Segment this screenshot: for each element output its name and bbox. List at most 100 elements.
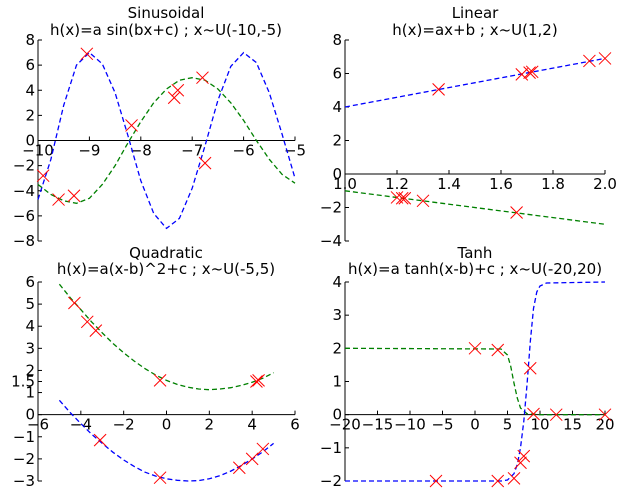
series-line-1 bbox=[344, 347, 605, 416]
x-tick-label: −10 bbox=[22, 142, 54, 160]
x-tick-label: −7 bbox=[181, 142, 203, 160]
x-tick-label: 0 bbox=[470, 416, 480, 434]
data-point-marker bbox=[52, 193, 65, 206]
x-tick-label: −5 bbox=[284, 142, 306, 160]
data-point-marker bbox=[491, 343, 505, 357]
y-tick-label: 4 bbox=[25, 81, 35, 99]
y-tick-label: 2 bbox=[25, 106, 35, 124]
data-point-marker bbox=[507, 471, 521, 485]
x-tick-label: −8 bbox=[130, 142, 152, 160]
data-point-marker bbox=[398, 191, 412, 205]
data-point-marker bbox=[491, 474, 505, 488]
y-tick-label: 0 bbox=[332, 165, 342, 183]
y-tick-label: 5 bbox=[25, 295, 35, 313]
x-tick-label: −15 bbox=[362, 416, 394, 434]
data-point-marker bbox=[125, 119, 138, 132]
data-point-marker bbox=[523, 66, 536, 80]
y-tick-label: 6 bbox=[332, 65, 342, 83]
y-tick-label: 4 bbox=[25, 317, 35, 335]
y-tick-label: 3 bbox=[332, 306, 342, 324]
y-tick-label: −4 bbox=[320, 232, 342, 250]
y-tick-label: 1 bbox=[25, 384, 35, 402]
data-point-marker bbox=[256, 442, 270, 456]
data-point-marker bbox=[80, 47, 94, 61]
chart-title: Quadratic bbox=[129, 244, 203, 262]
chart-title: Sinusoidal bbox=[128, 4, 205, 22]
data-point-marker bbox=[196, 71, 209, 85]
x-tick-label: 1.8 bbox=[541, 175, 565, 193]
chart-title: Linear bbox=[452, 4, 499, 22]
chart-title: Tanh bbox=[457, 244, 493, 262]
data-point-marker bbox=[68, 296, 81, 310]
x-tick-label: 20 bbox=[595, 416, 614, 434]
series-line-2 bbox=[345, 281, 606, 482]
chart-subtitle: h(x)=a sin(bx+c) ; x~U(-10,-5) bbox=[50, 21, 282, 39]
x-tick-label: 10 bbox=[530, 416, 549, 434]
data-point-marker bbox=[523, 361, 537, 375]
x-tick-label: −4 bbox=[70, 416, 92, 434]
data-point-marker bbox=[198, 156, 212, 170]
data-point-marker bbox=[153, 471, 167, 485]
y-tick-label: 6 bbox=[25, 56, 35, 74]
data-point-marker bbox=[583, 54, 596, 68]
data-point-marker bbox=[93, 433, 107, 447]
data-point-marker bbox=[416, 194, 430, 208]
x-tick-label: −5 bbox=[431, 416, 453, 434]
y-tick-label: 2 bbox=[25, 361, 35, 379]
x-tick-label: −20 bbox=[329, 416, 361, 434]
x-tick-label: 0 bbox=[162, 416, 172, 434]
series-line-1 bbox=[344, 57, 606, 108]
y-tick-label: −2 bbox=[13, 157, 35, 175]
data-point-marker bbox=[510, 206, 523, 219]
x-tick-label: 1.0 bbox=[333, 175, 357, 193]
y-tick-label: −4 bbox=[13, 182, 35, 200]
y-tick-label: −8 bbox=[13, 232, 35, 250]
y-tick-label: 2 bbox=[332, 339, 342, 357]
data-point-marker bbox=[429, 474, 443, 488]
x-tick-label: 6 bbox=[290, 416, 300, 434]
y-tick-label: 4 bbox=[332, 98, 342, 116]
data-point-marker bbox=[598, 408, 612, 422]
y-tick-label: 3 bbox=[25, 339, 35, 357]
x-tick-label: 2 bbox=[205, 416, 215, 434]
x-tick-label: −9 bbox=[78, 142, 100, 160]
y-tick-label: −1 bbox=[320, 439, 342, 457]
data-point-marker bbox=[527, 407, 540, 421]
data-point-marker bbox=[252, 374, 265, 387]
data-point-marker bbox=[245, 452, 259, 466]
data-point-marker bbox=[171, 83, 185, 97]
y-tick-label: 1.5 bbox=[11, 373, 35, 391]
chart-subtitle: h(x)=ax+b ; x~U(1,2) bbox=[392, 21, 557, 39]
chart-subtitle: h(x)=a(x-b)^2+c ; x~U(-5,5) bbox=[57, 260, 275, 278]
data-point-marker bbox=[36, 169, 50, 183]
y-tick-label: 0 bbox=[332, 406, 342, 424]
y-tick-label: 0 bbox=[25, 132, 35, 150]
y-tick-label: −2 bbox=[13, 450, 35, 468]
y-tick-label: −3 bbox=[13, 472, 35, 489]
y-tick-label: 6 bbox=[25, 273, 35, 291]
x-tick-label: 1.2 bbox=[385, 175, 409, 193]
x-tick-label: −2 bbox=[113, 416, 135, 434]
series-line-1 bbox=[58, 283, 274, 391]
chart-subtitle: h(x)=a tanh(x-b)+c ; x~U(-20,20) bbox=[348, 260, 602, 278]
data-point-marker bbox=[525, 65, 539, 79]
data-point-marker bbox=[167, 91, 181, 105]
data-point-marker bbox=[153, 374, 167, 387]
data-point-marker bbox=[89, 324, 103, 337]
x-tick-label: 1.6 bbox=[489, 175, 513, 193]
data-point-marker bbox=[232, 461, 246, 475]
y-tick-label: 4 bbox=[332, 273, 342, 291]
data-point-marker bbox=[598, 52, 612, 65]
y-tick-label: −1 bbox=[13, 428, 35, 446]
x-tick-label: −6 bbox=[27, 416, 49, 434]
data-point-marker bbox=[395, 191, 409, 205]
data-point-marker bbox=[67, 189, 81, 203]
x-tick-label: 15 bbox=[563, 416, 582, 434]
data-point-marker bbox=[549, 408, 563, 422]
y-tick-label: −2 bbox=[320, 472, 342, 489]
